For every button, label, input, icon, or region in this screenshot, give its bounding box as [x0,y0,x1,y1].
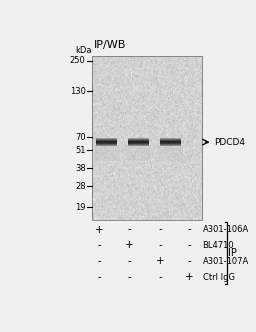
Text: -: - [158,224,162,234]
Text: -: - [188,224,191,234]
Text: +: + [156,256,164,266]
Text: -: - [188,240,191,250]
Text: Ctrl IgG: Ctrl IgG [203,273,234,282]
Text: 38: 38 [75,164,86,173]
Text: IP: IP [228,248,237,258]
Text: +: + [125,240,134,250]
Text: BL4710: BL4710 [203,241,234,250]
Text: -: - [98,256,101,266]
Text: 250: 250 [70,56,86,65]
Text: -: - [127,256,131,266]
Text: -: - [98,240,101,250]
Text: -: - [98,272,101,282]
Text: 28: 28 [75,182,86,191]
Text: -: - [188,256,191,266]
Text: A301-106A: A301-106A [203,225,249,234]
Text: 130: 130 [70,87,86,96]
Text: 70: 70 [75,133,86,142]
Text: A301-107A: A301-107A [203,257,249,266]
Text: +: + [95,224,104,234]
Text: -: - [127,272,131,282]
Text: +: + [185,272,194,282]
Text: -: - [158,272,162,282]
Text: 19: 19 [75,203,86,212]
Text: -: - [158,240,162,250]
Text: -: - [127,224,131,234]
Text: 51: 51 [75,146,86,155]
Bar [92,56,202,220]
Text: kDa: kDa [76,46,92,55]
Text: IP/WB: IP/WB [93,40,126,50]
Text: PDCD4: PDCD4 [214,137,245,147]
